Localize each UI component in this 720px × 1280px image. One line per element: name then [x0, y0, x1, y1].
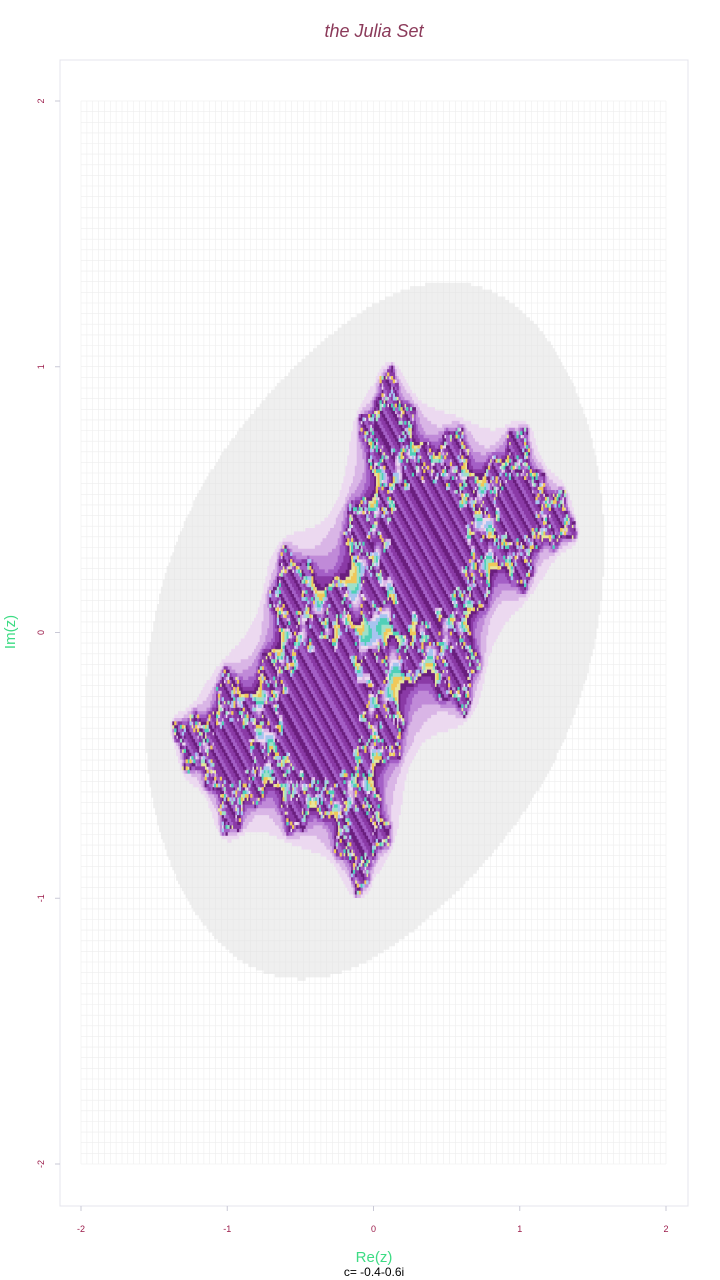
subtitle-c-value: c= -0.4-0.6i	[344, 1265, 404, 1279]
x-tick-label: 1	[517, 1224, 522, 1234]
x-tick-label: -2	[77, 1224, 85, 1234]
halo-cells	[145, 282, 605, 981]
chart-title: the Julia Set	[324, 21, 424, 41]
y-tick-label: 2	[36, 98, 46, 103]
julia-fractal	[170, 362, 580, 899]
x-tick-label: 2	[663, 1224, 668, 1234]
fractal-cells	[172, 376, 574, 885]
y-axis-label: Im(z)	[2, 615, 19, 649]
fractal-cells	[181, 389, 570, 888]
x-axis: -2 -1 0 1 2	[77, 1206, 669, 1234]
x-tick-label: 0	[371, 1224, 376, 1234]
x-axis-label: Re(z)	[356, 1249, 393, 1266]
escape-halo	[145, 282, 605, 981]
x-tick-label: -1	[223, 1224, 231, 1234]
fractal-cells	[179, 376, 569, 895]
y-tick-label: -1	[36, 894, 46, 902]
y-tick-label: 0	[36, 630, 46, 635]
fractal-cells	[174, 369, 576, 892]
y-tick-label: 1	[36, 364, 46, 369]
y-axis: -2 -1 0 1 2	[36, 98, 60, 1168]
y-tick-label: -2	[36, 1160, 46, 1168]
